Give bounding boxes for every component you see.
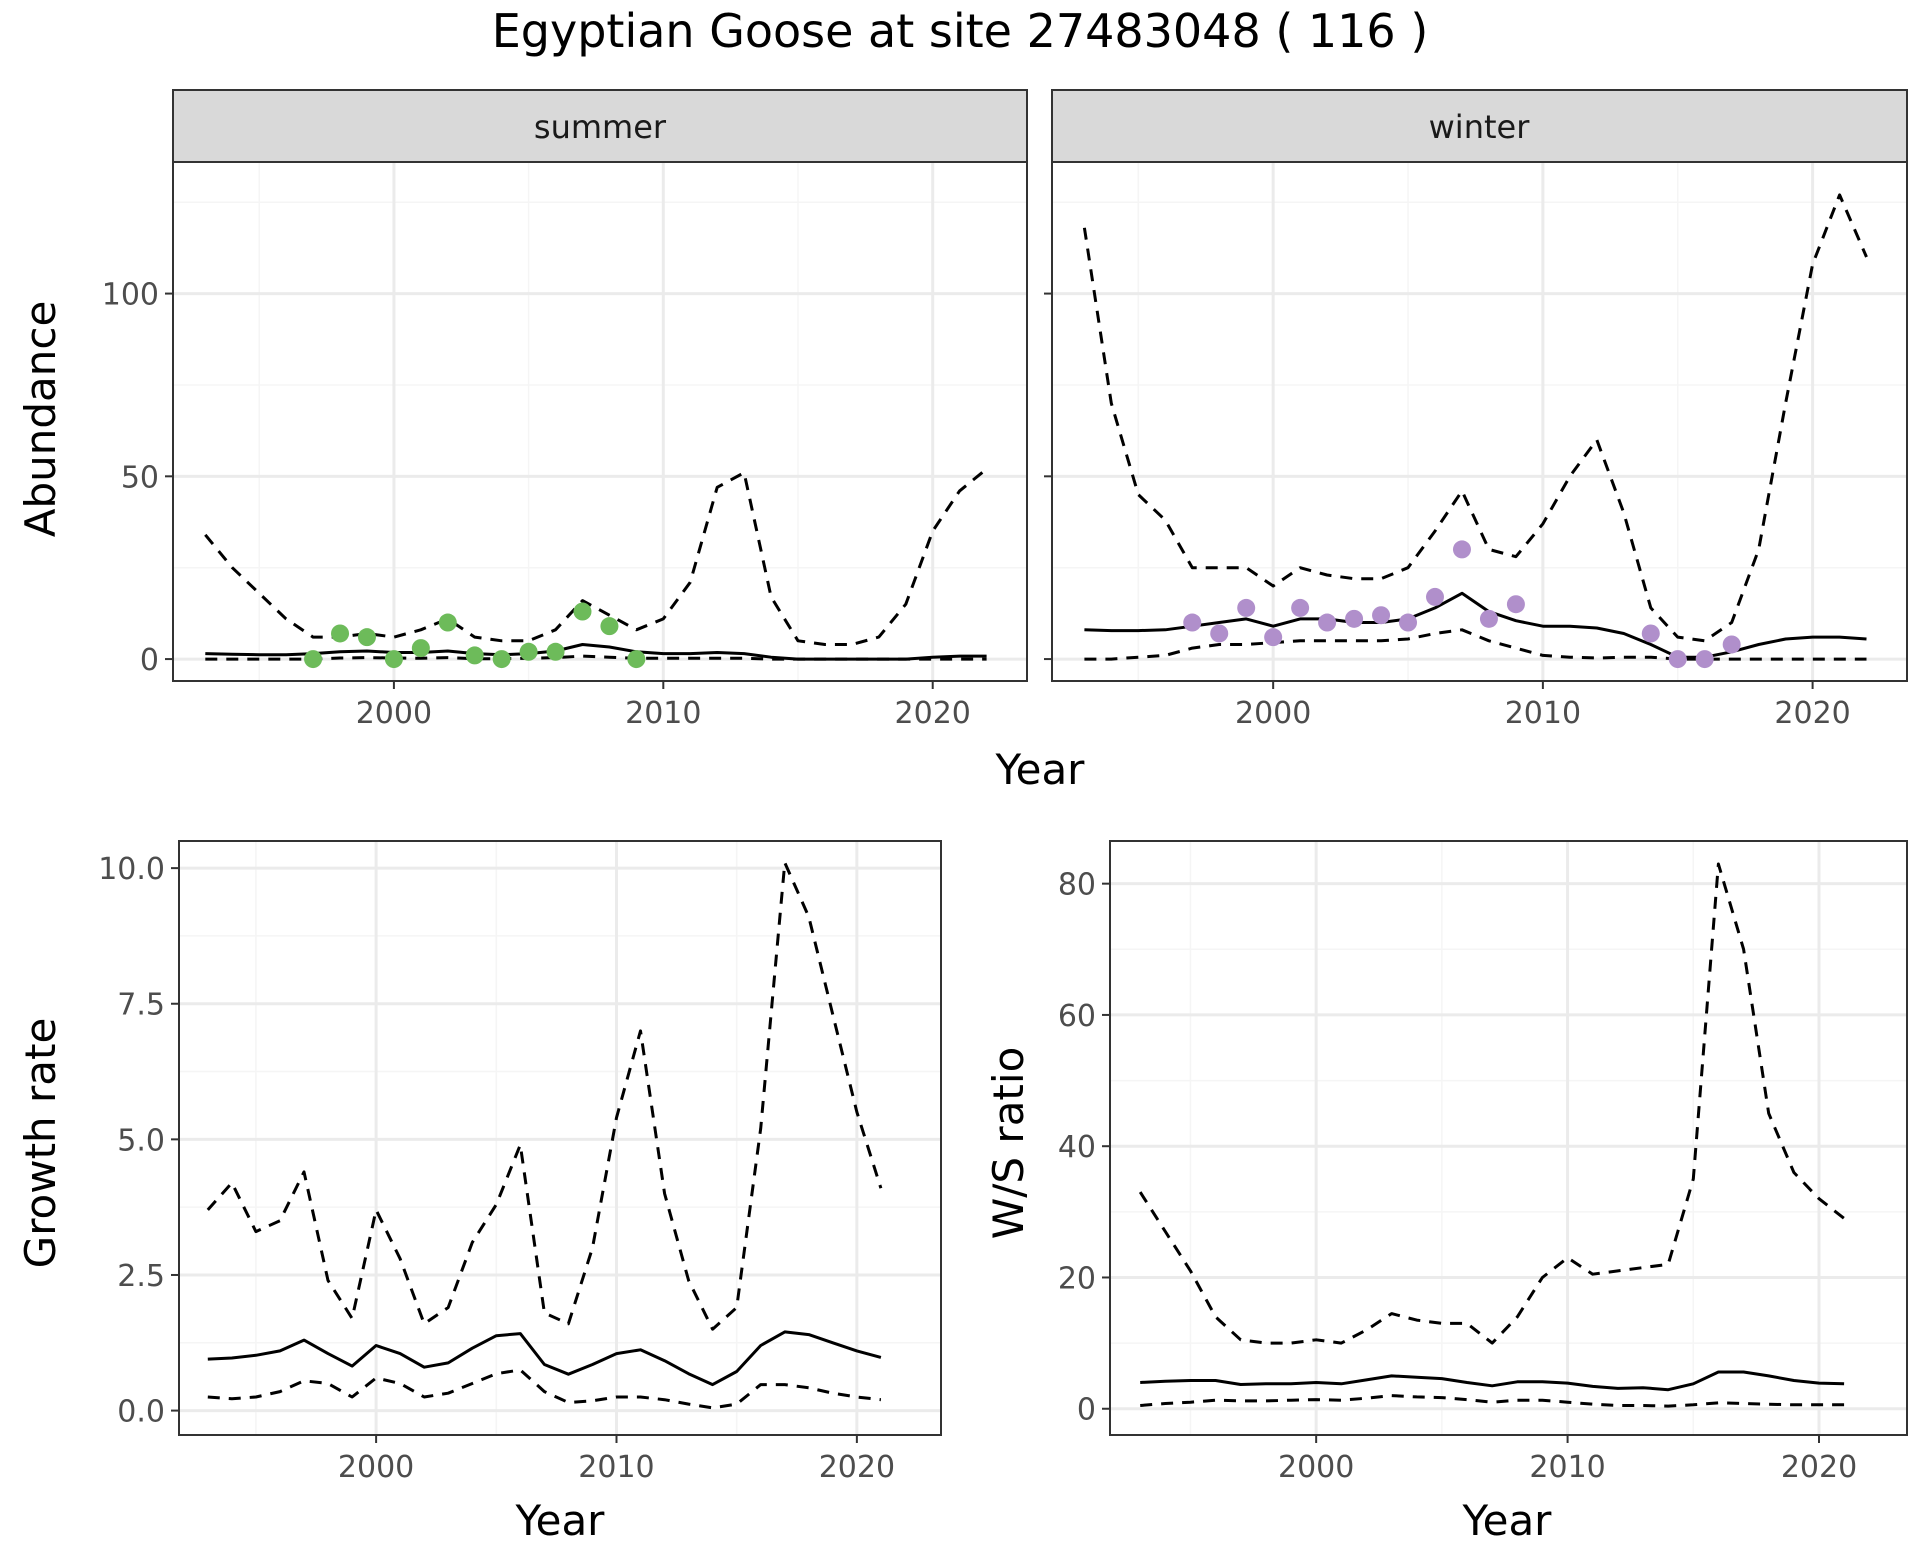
ratio-x-tick-label: 2000: [1278, 1450, 1354, 1485]
winter-observation-point: [1210, 624, 1229, 643]
ratio-x-axis-title: Year: [1462, 1496, 1553, 1545]
summer-observation-point: [600, 617, 619, 636]
ratio-y-tick-label: 80: [1058, 868, 1096, 903]
summer-observation-point: [411, 639, 430, 658]
summer-strip-label: summer: [534, 108, 667, 146]
summer-y-axis-title: Abundance: [16, 301, 65, 538]
summer-x-tick-label: 2000: [356, 696, 432, 731]
winter-observation-point: [1425, 587, 1444, 606]
ratio-x-tick-label: 2020: [1781, 1450, 1857, 1485]
winter-abundance-panel: winter 2000 2010 2020: [1044, 89, 1908, 731]
ratio-y-tick-label: 0: [1077, 1393, 1096, 1428]
growth-y-axis-title: Growth rate: [16, 1018, 65, 1269]
winter-observation-point: [1641, 624, 1660, 643]
growth-y-tick-label: 5.0: [117, 1123, 165, 1158]
ratio-y-tick-label: 60: [1058, 999, 1096, 1034]
summer-abundance-panel: summer Abundance 2000 2010 2020 0 50 100: [16, 89, 1028, 731]
winter-observation-point: [1399, 613, 1418, 632]
winter-observation-point: [1183, 613, 1202, 632]
growth-x-tick-label: 2010: [578, 1450, 654, 1485]
summer-x-tick-label: 2020: [895, 696, 971, 731]
ratio-panel-border: [1109, 840, 1908, 1436]
ratio-x-tick-label: 2010: [1529, 1450, 1605, 1485]
ratio-estimate-line: [1140, 1370, 1845, 1392]
summer-y-tick-label: 100: [102, 278, 159, 313]
winter-observation-point: [1291, 598, 1310, 617]
growth-panel-border: [178, 840, 942, 1436]
winter-x-tick-label: 2000: [1235, 696, 1311, 731]
summer-observation-point: [438, 613, 457, 632]
growth-x-tick-label: 2020: [819, 1450, 895, 1485]
summer-observation-point: [357, 628, 376, 647]
summer-observation-point: [331, 624, 350, 643]
winter-observation-point: [1506, 595, 1525, 614]
summer-y-tick-label: 50: [121, 460, 159, 495]
summer-observation-point: [546, 642, 565, 661]
winter-x-tick-label: 2010: [1505, 696, 1581, 731]
summer-observation-point: [519, 642, 538, 661]
summer-observation-point: [384, 650, 403, 669]
ratio-upper-line: [1138, 862, 1846, 1345]
growth-rate-panel: Growth rate Year 2000 2010 2020 0.0 2.5 5.0 7.…: [16, 840, 942, 1545]
winter-strip: [1051, 89, 1908, 163]
summer-y-tick-label: 0: [140, 643, 159, 678]
ratio-y-axis-title: W/S ratio: [984, 1047, 1033, 1240]
growth-estimate-line: [207, 1330, 882, 1387]
winter-observation-point: [1452, 540, 1471, 559]
winter-observation-point: [1318, 613, 1337, 632]
growth-upper-line: [206, 861, 883, 1331]
winter-panel-border: [1051, 161, 1908, 682]
winter-lower-line: [1084, 628, 1867, 661]
summer-observation-point: [627, 650, 646, 669]
growth-y-tick-label: 7.5: [117, 988, 165, 1023]
winter-observation-point: [1479, 609, 1498, 628]
growth-y-tick-label: 0.0: [117, 1395, 165, 1430]
winter-observation-point: [1372, 606, 1391, 625]
ratio-y-tick-label: 40: [1058, 1130, 1096, 1165]
winter-observation-point: [1722, 635, 1741, 654]
growth-y-tick-label: 2.5: [117, 1259, 165, 1294]
winter-observation-point: [1668, 650, 1687, 669]
winter-observation-point: [1345, 609, 1364, 628]
growth-x-axis-title: Year: [515, 1496, 606, 1545]
summer-observation-point: [492, 650, 511, 669]
winter-upper-line: [1082, 193, 1868, 643]
summer-lower-line: [205, 654, 987, 661]
summer-panel-border: [172, 161, 1028, 682]
ratio-grid: [1110, 841, 1907, 1435]
summer-observation-point: [573, 602, 592, 621]
summer-observation-point: [465, 646, 484, 665]
winter-observation-point: [1237, 598, 1256, 617]
winter-plot-area: [1052, 162, 1907, 681]
growth-lower-line: [207, 1368, 882, 1410]
figure-title: Egyptian Goose at site 27483048 ( 116 ): [492, 4, 1429, 58]
ratio-plot-area: [1110, 841, 1907, 1435]
growth-grid: [179, 841, 941, 1435]
winter-observation-point: [1695, 650, 1714, 669]
growth-x-tick-label: 2000: [338, 1450, 414, 1485]
ws-ratio-panel: W/S ratio Year 2000 2010 2020 0 20 40 60 80: [984, 840, 1908, 1545]
summer-observation-point: [304, 650, 323, 669]
growth-y-tick-label: 10.0: [98, 852, 165, 887]
summer-x-tick-label: 2010: [625, 696, 701, 731]
winter-x-tick-label: 2020: [1774, 696, 1850, 731]
summer-plot-area: [173, 162, 1027, 681]
winter-observation-point: [1264, 628, 1283, 647]
winter-strip-label: winter: [1429, 108, 1531, 146]
abundance-x-axis-title: Year: [995, 745, 1086, 794]
ratio-y-tick-label: 20: [1058, 1261, 1096, 1296]
